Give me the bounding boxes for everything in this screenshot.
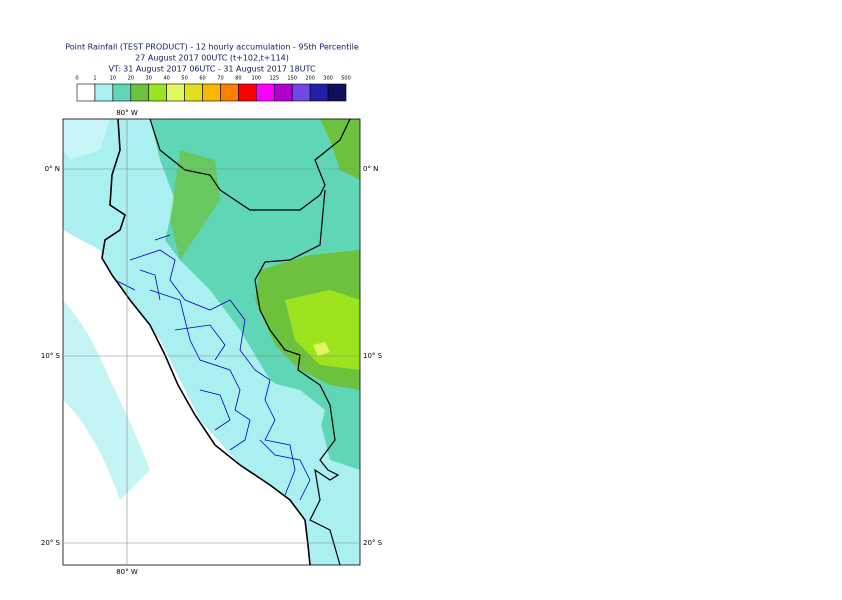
colorbar-label: 40 bbox=[163, 76, 169, 82]
colorbar-label: 30 bbox=[146, 76, 152, 82]
color-box bbox=[184, 83, 203, 102]
title-line: Point Rainfall (TEST PRODUCT) - 12 hourl… bbox=[65, 43, 359, 52]
color-box bbox=[309, 83, 329, 102]
colorbar-label: 1 bbox=[93, 76, 96, 82]
color-box bbox=[76, 83, 96, 102]
colorbar-label: 200 bbox=[305, 76, 315, 82]
lat-label: 10° S bbox=[41, 352, 61, 360]
color-box bbox=[148, 83, 167, 102]
lon-label: 80° W bbox=[116, 568, 138, 576]
color-box bbox=[130, 83, 150, 102]
color-box bbox=[166, 83, 185, 102]
rain-field bbox=[63, 119, 110, 160]
colorbar-label: 50 bbox=[181, 76, 187, 82]
lon-label: 80° W bbox=[116, 109, 138, 117]
colorbar-label: 60 bbox=[199, 76, 205, 82]
colorbar-label: 150 bbox=[287, 76, 297, 82]
colorbar-label: 500 bbox=[341, 76, 351, 82]
rain-field bbox=[260, 380, 325, 430]
colorbar-label: 300 bbox=[323, 76, 333, 82]
rain-field bbox=[63, 300, 150, 500]
lat-label: 10° S bbox=[363, 352, 383, 360]
map bbox=[63, 119, 360, 565]
color-box bbox=[202, 83, 221, 102]
color-box bbox=[112, 83, 132, 102]
colorbar-label: 10 bbox=[110, 76, 116, 82]
color-box bbox=[238, 83, 257, 102]
color-box bbox=[273, 83, 293, 102]
color-box bbox=[256, 83, 275, 102]
lat-label: 0° N bbox=[45, 165, 60, 173]
colorbar-label: 20 bbox=[128, 76, 134, 82]
colorbar-label: 70 bbox=[217, 76, 223, 82]
colorbar-label: 100 bbox=[252, 76, 262, 82]
title-line: 27 August 2017 00UTC (t+102,t+114) bbox=[135, 54, 289, 63]
rain-field bbox=[320, 119, 360, 180]
colorbar: 0 1 10 20 30 40 50 60 70 80 100 125 150 200 300 500 bbox=[75, 76, 351, 102]
lat-label: 20° S bbox=[363, 539, 383, 547]
color-box bbox=[291, 83, 311, 102]
border bbox=[149, 119, 351, 565]
colorbar-label: 80 bbox=[235, 76, 241, 82]
lat-label: 0° N bbox=[363, 165, 378, 173]
rain-field bbox=[170, 150, 220, 260]
coastline bbox=[101, 119, 311, 565]
rain-field bbox=[313, 342, 330, 356]
map-frame bbox=[62, 118, 361, 566]
region-borders bbox=[114, 234, 311, 501]
color-box bbox=[94, 83, 114, 102]
colorbar-label: 125 bbox=[269, 76, 279, 82]
color-box bbox=[220, 83, 239, 102]
rain-field bbox=[285, 290, 360, 370]
lat-label: 20° S bbox=[41, 539, 61, 547]
title-line: VT: 31 August 2017 06UTC - 31 August 201… bbox=[108, 65, 316, 74]
colorbar-label: 0 bbox=[75, 76, 78, 82]
color-box bbox=[327, 83, 347, 102]
